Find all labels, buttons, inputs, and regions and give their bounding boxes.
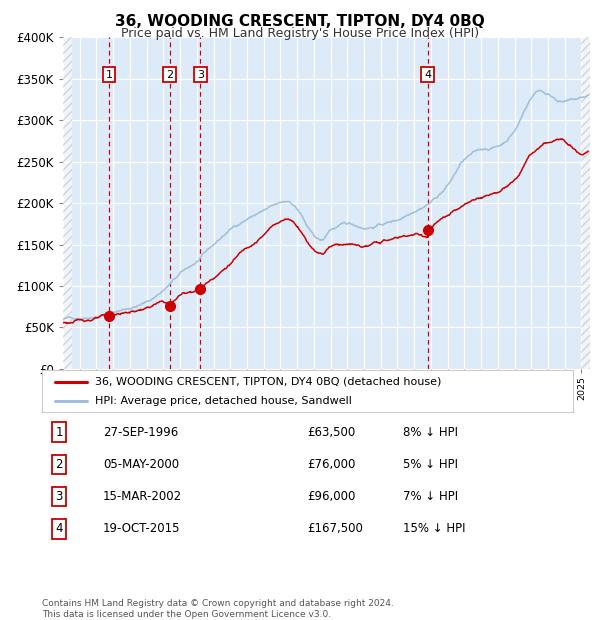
Text: 27-SEP-1996: 27-SEP-1996 — [103, 426, 178, 438]
Text: 1: 1 — [106, 69, 112, 79]
Text: 4: 4 — [424, 69, 431, 79]
Text: 3: 3 — [197, 69, 204, 79]
Text: 8% ↓ HPI: 8% ↓ HPI — [403, 426, 458, 438]
Text: £167,500: £167,500 — [308, 523, 364, 535]
Text: HPI: Average price, detached house, Sandwell: HPI: Average price, detached house, Sand… — [95, 396, 352, 406]
Text: 4: 4 — [55, 523, 63, 535]
Text: 7% ↓ HPI: 7% ↓ HPI — [403, 490, 458, 503]
Text: 36, WOODING CRESCENT, TIPTON, DY4 0BQ: 36, WOODING CRESCENT, TIPTON, DY4 0BQ — [115, 14, 485, 29]
Text: 3: 3 — [55, 490, 62, 503]
Text: Price paid vs. HM Land Registry's House Price Index (HPI): Price paid vs. HM Land Registry's House … — [121, 27, 479, 40]
Text: 15-MAR-2002: 15-MAR-2002 — [103, 490, 182, 503]
Bar — [63, 37, 72, 369]
Text: £96,000: £96,000 — [308, 490, 356, 503]
Text: 19-OCT-2015: 19-OCT-2015 — [103, 523, 181, 535]
Text: 15% ↓ HPI: 15% ↓ HPI — [403, 523, 466, 535]
Bar — [581, 37, 590, 369]
Text: Contains HM Land Registry data © Crown copyright and database right 2024.
This d: Contains HM Land Registry data © Crown c… — [42, 600, 394, 619]
Text: 2: 2 — [166, 69, 173, 79]
Text: £63,500: £63,500 — [308, 426, 356, 438]
Text: 5% ↓ HPI: 5% ↓ HPI — [403, 458, 458, 471]
Text: 36, WOODING CRESCENT, TIPTON, DY4 0BQ (detached house): 36, WOODING CRESCENT, TIPTON, DY4 0BQ (d… — [95, 376, 442, 386]
Text: £76,000: £76,000 — [308, 458, 356, 471]
Text: 1: 1 — [55, 426, 63, 438]
Text: 05-MAY-2000: 05-MAY-2000 — [103, 458, 179, 471]
Text: 2: 2 — [55, 458, 63, 471]
